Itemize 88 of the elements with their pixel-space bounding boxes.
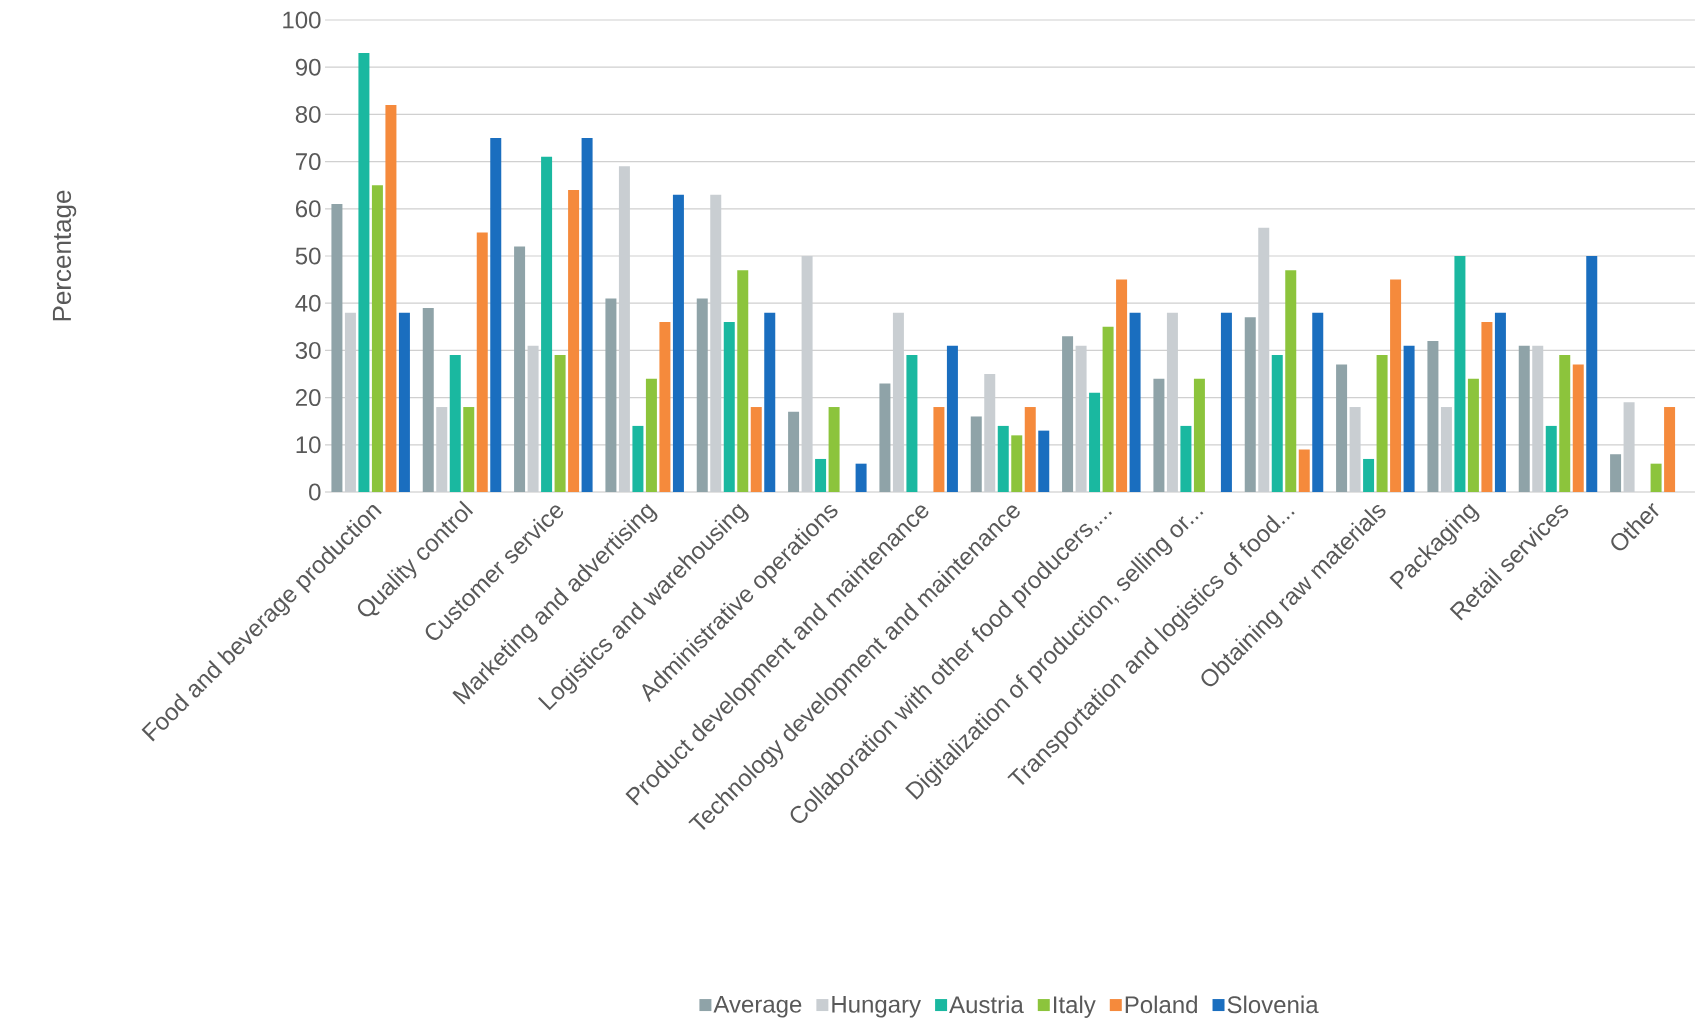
bar	[1518, 345, 1530, 492]
bar	[997, 425, 1009, 492]
y-tick-label: 60	[296, 200, 321, 218]
bar	[331, 204, 343, 492]
bar	[946, 345, 958, 492]
bar	[1650, 463, 1662, 492]
legend-label: Poland	[1125, 995, 1197, 1014]
bar	[581, 137, 593, 492]
bar	[855, 463, 867, 492]
bar	[1038, 430, 1050, 492]
bar	[1559, 355, 1571, 492]
bar	[490, 137, 502, 492]
bar	[398, 312, 410, 492]
bar	[1610, 454, 1622, 492]
bar	[1298, 449, 1310, 492]
y-tick-label: 90	[295, 58, 321, 76]
bar	[1363, 458, 1375, 492]
bar	[1244, 317, 1256, 492]
bar	[1062, 336, 1074, 492]
y-tick-label: 70	[296, 153, 321, 171]
legend-label: Average	[713, 996, 802, 1018]
bar	[1454, 255, 1466, 492]
bar	[541, 156, 553, 492]
bar	[1481, 322, 1493, 492]
bar	[1129, 312, 1141, 492]
bar	[737, 270, 749, 492]
y-tick-label: 50	[295, 247, 321, 265]
bar	[1572, 364, 1584, 492]
bar	[1193, 378, 1205, 492]
bar	[828, 407, 840, 492]
bar	[1024, 407, 1036, 492]
y-axis-title: Percentage	[52, 190, 77, 321]
y-tick-label: 40	[295, 294, 321, 312]
bar	[1153, 378, 1165, 492]
bar	[476, 232, 488, 492]
bar	[632, 425, 644, 492]
bar	[1427, 340, 1439, 492]
bar	[1285, 270, 1297, 492]
bar	[554, 355, 566, 492]
legend-label: Slovenia	[1227, 995, 1319, 1014]
bar	[1089, 392, 1101, 492]
bar	[750, 407, 762, 492]
y-tick-label: 100	[283, 11, 321, 29]
bar	[879, 383, 891, 492]
y-tick-label: 20	[295, 389, 321, 407]
bar	[906, 355, 918, 492]
bar	[463, 407, 475, 492]
legend-label: Italy	[1053, 995, 1096, 1018]
y-tick-label: 10	[296, 436, 321, 454]
y-tick-label: 0	[309, 483, 321, 501]
bar	[815, 458, 827, 492]
bar	[568, 189, 580, 492]
bar	[605, 298, 617, 492]
bar	[788, 411, 800, 492]
bar	[1312, 312, 1324, 492]
bar	[723, 322, 735, 492]
bar	[970, 416, 982, 492]
bar	[1011, 435, 1023, 492]
legend-label: Hungary	[832, 996, 922, 1018]
bar	[1271, 355, 1283, 492]
bar	[422, 307, 434, 492]
bar	[1545, 425, 1557, 492]
bar	[1494, 312, 1506, 492]
y-tick-label: 30	[295, 341, 321, 359]
bar	[1220, 312, 1232, 492]
legend-label: Austria	[949, 995, 1024, 1014]
bar	[1664, 407, 1676, 492]
bar	[449, 355, 461, 492]
bar	[1102, 326, 1114, 492]
bar	[1116, 279, 1128, 492]
bar	[764, 312, 776, 492]
bar	[933, 407, 945, 492]
bar	[659, 322, 671, 492]
bar	[672, 194, 684, 492]
bar	[371, 185, 383, 492]
y-tick-label: 80	[295, 105, 321, 123]
bar	[1403, 345, 1415, 492]
bar	[696, 298, 708, 492]
bar	[385, 104, 397, 492]
bar	[1586, 255, 1598, 492]
bar	[1376, 355, 1388, 492]
bar	[1390, 279, 1402, 492]
bar	[1336, 364, 1348, 492]
bar	[1467, 378, 1479, 492]
bar	[645, 378, 657, 492]
bar	[358, 53, 370, 492]
bar	[1180, 425, 1192, 492]
bar	[514, 246, 526, 492]
